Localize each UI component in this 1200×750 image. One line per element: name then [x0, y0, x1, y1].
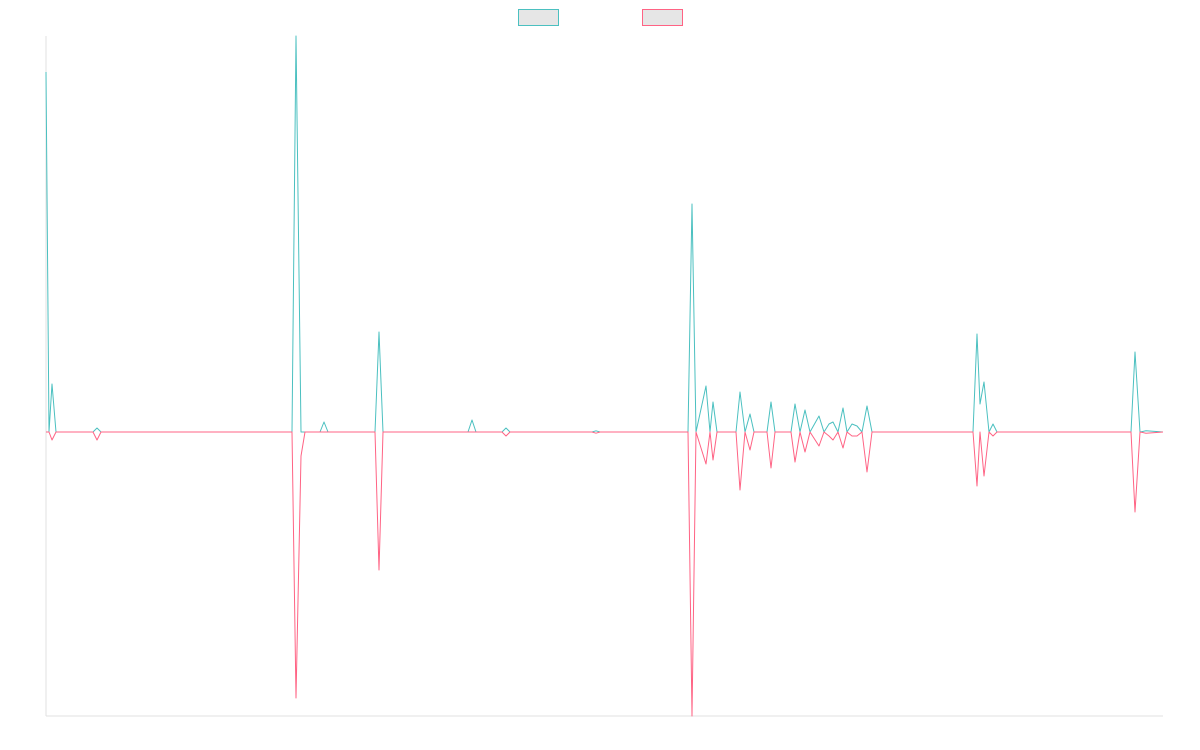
- series-line: [45, 35, 1164, 433]
- legend-swatch: [642, 9, 683, 26]
- legend-swatch: [518, 9, 559, 26]
- series-line: [46, 431, 1164, 717]
